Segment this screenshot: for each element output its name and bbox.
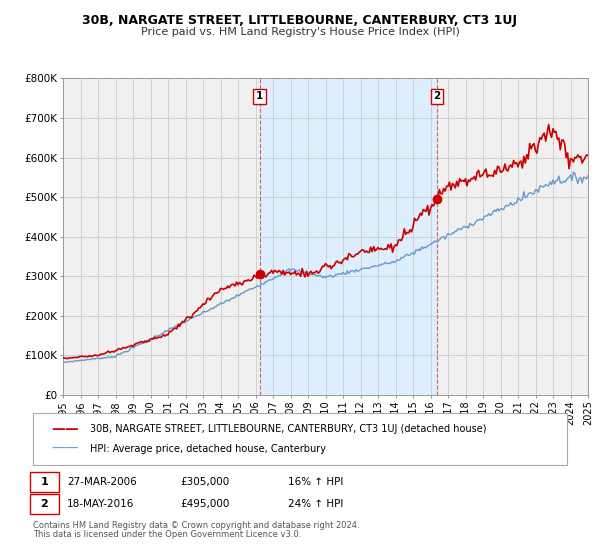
Text: £305,000: £305,000 (180, 477, 229, 487)
Text: 16% ↑ HPI: 16% ↑ HPI (288, 477, 343, 487)
Text: HPI: Average price, detached house, Canterbury: HPI: Average price, detached house, Cant… (90, 444, 326, 454)
Bar (260, 78, 437, 395)
Text: 18-MAY-2016: 18-MAY-2016 (67, 499, 134, 509)
Text: 2: 2 (41, 499, 48, 509)
Text: Price paid vs. HM Land Registry's House Price Index (HPI): Price paid vs. HM Land Registry's House … (140, 27, 460, 37)
Text: 24% ↑ HPI: 24% ↑ HPI (288, 499, 343, 509)
Text: £495,000: £495,000 (180, 499, 229, 509)
Text: 2: 2 (434, 91, 441, 101)
Text: ——: —— (51, 422, 79, 436)
Text: 27-MAR-2006: 27-MAR-2006 (67, 477, 137, 487)
Text: 1: 1 (41, 477, 48, 487)
Text: 30B, NARGATE STREET, LITTLEBOURNE, CANTERBURY, CT3 1UJ: 30B, NARGATE STREET, LITTLEBOURNE, CANTE… (83, 14, 517, 27)
Text: This data is licensed under the Open Government Licence v3.0.: This data is licensed under the Open Gov… (33, 530, 301, 539)
Text: 30B, NARGATE STREET, LITTLEBOURNE, CANTERBURY, CT3 1UJ (detached house): 30B, NARGATE STREET, LITTLEBOURNE, CANTE… (90, 424, 487, 434)
Text: Contains HM Land Registry data © Crown copyright and database right 2024.: Contains HM Land Registry data © Crown c… (33, 521, 359, 530)
Text: ——: —— (51, 442, 79, 456)
Text: 1: 1 (256, 91, 263, 101)
